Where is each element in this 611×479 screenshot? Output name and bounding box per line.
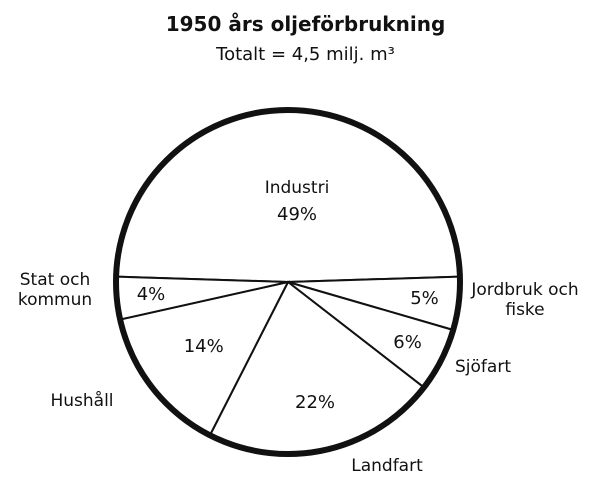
category-label: Industri [264,178,330,198]
value-label: 49% [276,204,318,225]
pie-outline [113,107,463,457]
value-label: 5% [410,288,439,310]
category-label: Hushåll [50,391,114,411]
category-label: Stat och kommun [17,270,93,310]
chart-title: 1950 års oljeförbrukning [165,12,446,36]
value-label: 22% [294,391,336,413]
value-label: 4% [136,283,166,305]
category-label: Jordbruk och fiske [471,280,579,320]
category-label: Landfart [351,456,423,476]
category-label: Sjöfart [455,357,511,377]
value-label: 6% [393,331,422,353]
value-label: 14% [183,336,224,358]
chart-subtitle: Totalt = 4,5 milj. m³ [216,44,395,65]
